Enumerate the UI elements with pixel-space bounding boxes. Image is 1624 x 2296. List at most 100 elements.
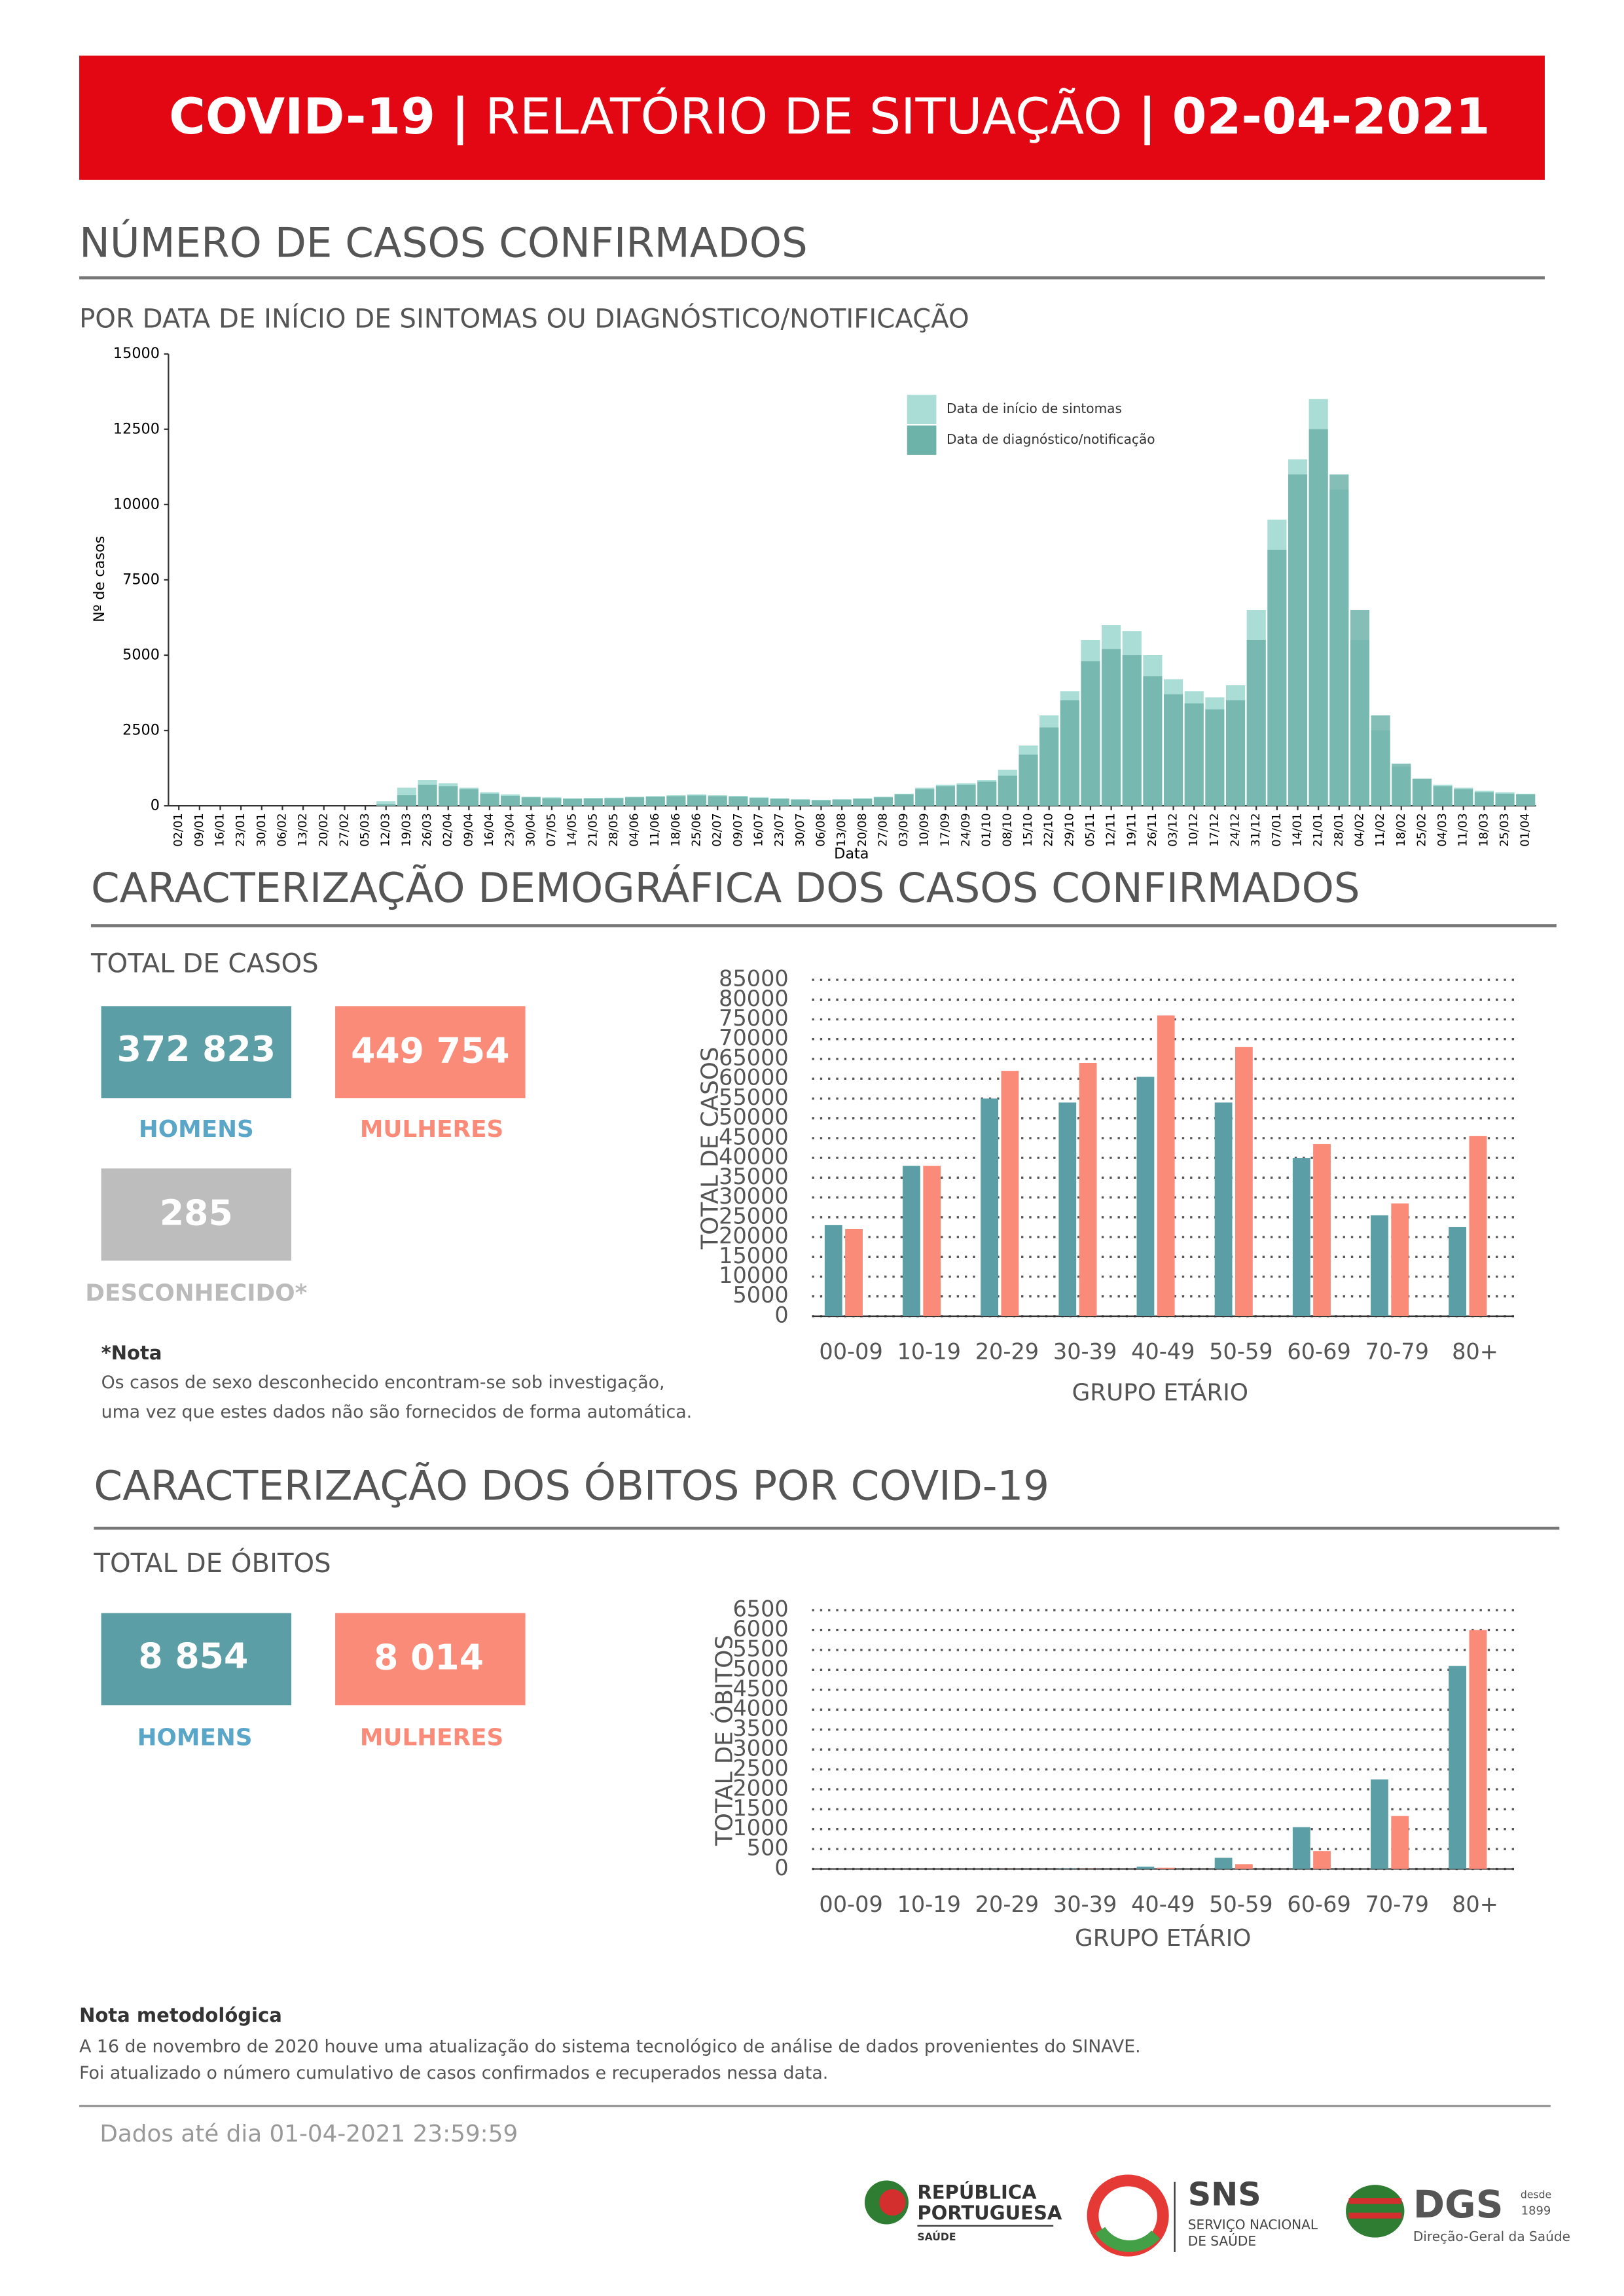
y-tick-label: 3500 <box>732 1715 788 1741</box>
women-box <box>335 1006 526 1099</box>
title-part: RELATÓRIO DE SITUAÇÃO <box>485 86 1122 145</box>
bar <box>1329 474 1349 806</box>
x-tick-label: 12/03 <box>379 813 393 846</box>
x-tick-label: 00-09 <box>819 1338 882 1364</box>
x-axis-label: GRUPO ETÁRIO <box>1075 1924 1251 1952</box>
x-tick-label: 02/04 <box>441 813 455 846</box>
x-tick-label: 80+ <box>1452 1892 1498 1917</box>
bar <box>1157 1867 1175 1869</box>
men-deaths: 8 854 <box>138 1635 248 1676</box>
bar <box>1246 639 1266 806</box>
x-tick-label: 25/02 <box>1415 813 1428 846</box>
x-tick-label: 05/03 <box>358 813 372 846</box>
x-tick-label: 31/12 <box>1249 813 1263 846</box>
x-tick-label: 16/07 <box>752 813 766 846</box>
bar <box>956 784 976 806</box>
bar <box>1391 1203 1409 1316</box>
x-tick-label: 06/02 <box>275 813 289 846</box>
bar <box>397 795 416 806</box>
bar <box>1214 1857 1233 1869</box>
bar <box>1235 1864 1253 1869</box>
bar <box>1235 1047 1253 1316</box>
x-axis-label: GRUPO ETÁRIO <box>1072 1378 1248 1406</box>
bar <box>1433 786 1453 806</box>
logo-text: Direção-Geral da Saúde <box>1413 2229 1570 2244</box>
bar <box>729 797 748 806</box>
bar <box>1469 1136 1487 1316</box>
bar <box>998 776 1017 806</box>
bar <box>811 800 831 806</box>
x-tick-label: 22/10 <box>1042 813 1056 846</box>
bar <box>1136 1077 1155 1316</box>
bar <box>708 796 727 806</box>
bar <box>845 1229 863 1316</box>
bar <box>1081 661 1100 806</box>
men-label: HOMENS <box>137 1725 253 1751</box>
bar <box>935 786 955 806</box>
x-tick-label: 50-59 <box>1209 1892 1272 1917</box>
x-tick-label: 80+ <box>1452 1338 1498 1364</box>
x-tick-label: 24/12 <box>1229 813 1242 846</box>
bar <box>749 798 769 806</box>
method-title: Nota metodológica <box>79 2004 282 2026</box>
bar <box>770 798 789 806</box>
y-tick-label: 6500 <box>732 1596 788 1622</box>
y-axis-label: Nº de casos <box>91 536 108 622</box>
y-tick-label: 60000 <box>719 1065 789 1090</box>
x-tick-label: 05/11 <box>1083 813 1097 846</box>
y-tick-label: 1000 <box>732 1815 788 1840</box>
x-tick-label: 23/04 <box>503 813 517 846</box>
x-tick-label: 20-29 <box>975 1892 1039 1917</box>
x-tick-label: 16/01 <box>213 813 227 846</box>
y-tick-label: 80000 <box>719 986 789 1011</box>
bar <box>1516 794 1536 806</box>
y-tick-label: 55000 <box>719 1085 789 1110</box>
bar <box>1371 1779 1388 1869</box>
bar <box>1122 655 1142 806</box>
bar <box>824 1225 842 1316</box>
bar <box>1267 549 1287 806</box>
x-tick-label: 30-39 <box>1053 1892 1117 1917</box>
y-tick-label: 20000 <box>719 1223 789 1249</box>
x-tick-label: 09/01 <box>192 813 206 846</box>
x-tick-label: 24/09 <box>959 813 973 846</box>
bar <box>903 1166 920 1316</box>
x-tick-label: 01/04 <box>1519 813 1532 846</box>
y-tick-label: 500 <box>747 1835 789 1861</box>
bar <box>645 797 665 806</box>
x-tick-label: 20/02 <box>317 813 331 846</box>
x-tick-label: 17/09 <box>938 813 952 846</box>
x-tick-label: 21/05 <box>586 813 600 846</box>
legend-swatch <box>907 425 937 455</box>
x-tick-label: 18/02 <box>1394 813 1408 846</box>
bar <box>1495 793 1515 806</box>
y-tick-label: 5000 <box>122 647 160 664</box>
title-part: | <box>451 87 469 146</box>
unknown-total: 285 <box>160 1192 233 1233</box>
x-tick-label: 19/11 <box>1125 813 1138 846</box>
x-tick-label: 16/04 <box>482 813 496 846</box>
men-box <box>101 1613 292 1706</box>
x-tick-label: 09/04 <box>461 813 475 846</box>
x-tick-label: 01/10 <box>980 813 994 846</box>
y-tick-label: 85000 <box>719 966 789 992</box>
bar <box>1184 703 1204 806</box>
men-label: HOMENS <box>139 1116 254 1143</box>
x-tick-label: 10-19 <box>897 1338 961 1364</box>
y-tick-label: 5500 <box>732 1636 788 1661</box>
x-tick-label: 60-69 <box>1287 1892 1350 1917</box>
x-tick-label: 23/07 <box>772 813 786 846</box>
bar <box>1060 700 1079 806</box>
x-tick-label: 04/03 <box>1435 813 1449 846</box>
total-label: TOTAL DE ÓBITOS <box>93 1547 331 1579</box>
bar <box>501 795 520 806</box>
logo-icon <box>1346 2185 1405 2238</box>
x-tick-label: 03/12 <box>1166 813 1180 846</box>
bar <box>1143 676 1163 806</box>
y-tick-label: 75000 <box>719 1005 789 1031</box>
y-tick-label: 2500 <box>122 722 160 739</box>
x-tick-label: 14/01 <box>1291 813 1305 846</box>
bar <box>480 793 499 806</box>
x-tick-label: 19/03 <box>399 813 413 846</box>
title-part: 02-04-2021 <box>1172 87 1490 145</box>
